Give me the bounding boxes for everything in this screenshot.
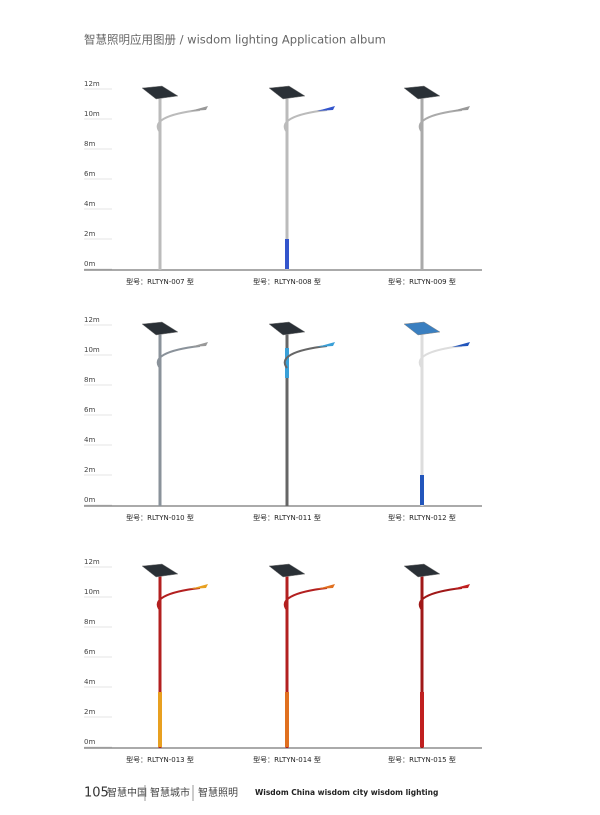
- scale-label: 4m: [84, 200, 95, 208]
- pole-accent: [420, 692, 424, 747]
- scale-label: 8m: [84, 618, 95, 626]
- solar-panel: [403, 85, 441, 100]
- scale-label: 0m: [84, 496, 95, 504]
- scale-label: 8m: [84, 376, 95, 384]
- solar-panel: [403, 321, 441, 336]
- pole: [420, 570, 424, 748]
- lamp-head: [317, 342, 335, 347]
- footer-section: 智慧城市: [150, 786, 190, 799]
- lamp-arm: [418, 587, 463, 611]
- lamp-arm: [156, 345, 201, 369]
- lamp-arm: [283, 345, 328, 369]
- scale-label: 12m: [84, 558, 100, 566]
- solar-panel: [268, 85, 306, 100]
- pole: [420, 328, 424, 506]
- pole-accent: [420, 475, 424, 505]
- scale-label: 8m: [84, 140, 95, 148]
- lamp-arm: [418, 345, 463, 369]
- lamp-arm: [418, 109, 463, 133]
- scale-label: 4m: [84, 436, 95, 444]
- scale-label: 2m: [84, 708, 95, 716]
- pole-accent: [158, 692, 162, 747]
- model-label: 型号：RLTYN-015 型: [388, 755, 456, 764]
- solar-panel: [268, 563, 306, 578]
- lamp-head: [317, 106, 335, 111]
- scale-label: 6m: [84, 406, 95, 414]
- lamp-head: [452, 342, 470, 347]
- scale-label: 12m: [84, 316, 100, 324]
- pole: [420, 92, 424, 270]
- lamp-head: [452, 106, 470, 111]
- header-title: 智慧照明应用图册 / wisdom lighting Application a…: [84, 33, 386, 47]
- model-label: 型号：RLTYN-012 型: [388, 513, 456, 522]
- lamp-head: [190, 342, 208, 347]
- lamp-head: [317, 584, 335, 589]
- pole: [285, 92, 289, 270]
- solar-panel: [141, 563, 179, 578]
- footer-section: 智慧中国: [107, 786, 147, 799]
- pole-accent: [285, 348, 289, 378]
- model-label: 型号：RLTYN-013 型: [126, 755, 194, 764]
- lamp-head: [452, 584, 470, 589]
- model-label: 型号：RLTYN-007 型: [126, 277, 194, 286]
- lamp-arm: [156, 109, 201, 133]
- solar-panel: [141, 85, 179, 100]
- scale-label: 6m: [84, 170, 95, 178]
- model-label: 型号：RLTYN-011 型: [253, 513, 321, 522]
- pole: [158, 92, 162, 270]
- pole: [158, 570, 162, 748]
- lamp-head: [190, 106, 208, 111]
- lamp-arm: [156, 587, 201, 611]
- scale-label: 0m: [84, 738, 95, 746]
- solar-panel: [403, 563, 441, 578]
- pole-accent: [285, 692, 289, 747]
- pole: [158, 328, 162, 506]
- page-number: 105: [84, 786, 109, 801]
- pole: [285, 328, 289, 506]
- scale-label: 2m: [84, 230, 95, 238]
- scale-label: 2m: [84, 466, 95, 474]
- scale-label: 6m: [84, 648, 95, 656]
- scale-label: 0m: [84, 260, 95, 268]
- lamp-arm: [283, 109, 328, 133]
- lamp-head: [190, 584, 208, 589]
- pole: [285, 570, 289, 748]
- scale-label: 10m: [84, 588, 100, 596]
- model-label: 型号：RLTYN-008 型: [253, 277, 321, 286]
- pole-accent: [285, 239, 289, 269]
- model-label: 型号：RLTYN-014 型: [253, 755, 321, 764]
- solar-panel: [268, 321, 306, 336]
- footer-slogan: Wisdom China wisdom city wisdom lighting: [255, 788, 438, 797]
- footer-section: 智慧照明: [198, 786, 238, 799]
- scale-label: 10m: [84, 346, 100, 354]
- scale-label: 10m: [84, 110, 100, 118]
- lamp-arm: [283, 587, 328, 611]
- solar-panel: [141, 321, 179, 336]
- model-label: 型号：RLTYN-010 型: [126, 513, 194, 522]
- model-label: 型号：RLTYN-009 型: [388, 277, 456, 286]
- scale-label: 12m: [84, 80, 100, 88]
- scale-label: 4m: [84, 678, 95, 686]
